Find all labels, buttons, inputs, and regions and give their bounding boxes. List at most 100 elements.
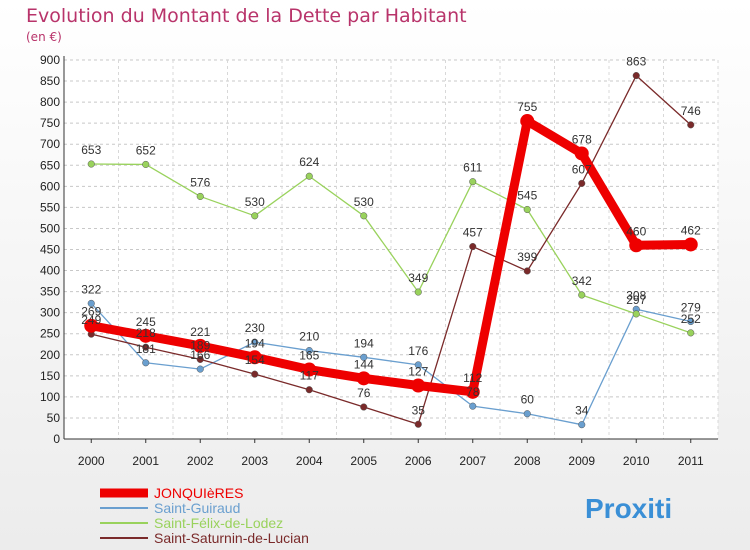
data-point-0: [356, 371, 371, 386]
data-label-0: 127: [408, 365, 428, 379]
data-label-1: 176: [408, 344, 428, 358]
data-point-3: [196, 355, 204, 363]
data-point-3: [414, 420, 422, 428]
data-point-1: [360, 353, 368, 361]
y-tick-label: 550: [40, 200, 60, 214]
data-point-1: [687, 317, 695, 326]
data-point-0: [193, 338, 208, 353]
data-label-3: 249: [81, 313, 101, 327]
x-tick-label: 2006: [405, 454, 432, 468]
data-label-0: 144: [354, 357, 374, 371]
data-label-1: 279: [681, 301, 701, 315]
y-tick-label: 250: [40, 327, 60, 341]
legend-label-1: Saint-Guiraud: [154, 500, 240, 516]
x-tick-label: 2008: [514, 454, 541, 468]
chart-title: Evolution du Montant de la Dette par Hab…: [26, 5, 467, 27]
y-tick-label: 300: [40, 306, 60, 320]
data-label-0: 165: [299, 349, 319, 363]
data-label-1: 210: [299, 330, 319, 344]
x-tick-label: 2002: [187, 454, 214, 468]
data-point-2: [360, 212, 368, 220]
data-point-2: [632, 310, 640, 318]
data-point-3: [251, 370, 259, 378]
data-point-2: [196, 192, 204, 200]
legend-label-2: Saint-Félix-de-Lodez: [154, 515, 283, 531]
data-point-2: [687, 329, 695, 337]
y-tick-label: 100: [40, 390, 60, 404]
proxiti-logo: Proxiti: [585, 493, 672, 524]
data-label-2: 545: [517, 188, 537, 202]
y-tick-label: 0: [53, 432, 60, 446]
data-point-1: [469, 402, 477, 410]
data-point-3: [632, 72, 640, 80]
data-point-2: [142, 160, 150, 168]
y-tick-label: 500: [40, 221, 60, 235]
data-point-1: [523, 410, 531, 418]
data-label-1: 78: [466, 385, 480, 399]
series-line-0: [90, 116, 691, 397]
series-line-1: [90, 302, 691, 426]
y-tick-label: 800: [40, 95, 60, 109]
data-point-0: [520, 114, 535, 129]
legend-label-0: JONQUIèRES: [154, 485, 243, 501]
data-label-2: 349: [408, 271, 428, 285]
data-point-0: [247, 350, 262, 365]
data-label-3: 117: [300, 369, 319, 383]
y-tick-label: 400: [40, 264, 60, 278]
data-label-0: 462: [681, 223, 701, 237]
x-tick-label: 2010: [623, 454, 650, 468]
data-point-3: [523, 267, 531, 275]
chart-subtitle: (en €): [26, 30, 62, 44]
data-label-1: 166: [190, 348, 210, 362]
data-point-2: [251, 212, 259, 220]
x-tick-label: 2000: [78, 454, 105, 468]
y-tick-label: 650: [40, 158, 60, 172]
data-label-2: 530: [245, 195, 265, 209]
x-tick-label: 2011: [678, 454, 704, 468]
data-label-3: 218: [136, 326, 156, 340]
y-tick-label: 900: [40, 53, 60, 67]
data-label-3: 189: [190, 338, 210, 352]
data-point-2: [469, 178, 477, 186]
legend-label-3: Saint-Saturnin-de-Lucian: [154, 530, 309, 546]
data-label-2: 611: [463, 161, 482, 175]
data-label-3: 863: [626, 55, 646, 69]
data-point-1: [87, 299, 95, 307]
data-label-2: 652: [136, 143, 156, 157]
data-point-0: [84, 318, 99, 333]
data-label-0: 245: [136, 315, 156, 329]
data-label-1: 230: [245, 321, 265, 335]
data-point-3: [142, 343, 150, 351]
data-label-2: 624: [299, 155, 319, 169]
data-point-3: [687, 121, 695, 129]
data-point-1: [305, 347, 313, 355]
x-tick-label: 2001: [132, 454, 159, 468]
data-point-3: [469, 243, 477, 251]
data-point-1: [414, 361, 422, 369]
data-label-1: 60: [521, 393, 535, 407]
data-label-2: 252: [681, 312, 701, 326]
y-tick-label: 200: [40, 348, 60, 362]
data-point-2: [578, 291, 586, 299]
data-point-2: [414, 288, 422, 296]
y-tick-label: 850: [40, 74, 60, 88]
data-point-1: [251, 338, 259, 346]
data-label-3: 399: [517, 250, 537, 264]
data-point-3: [305, 386, 313, 394]
data-label-2: 576: [190, 175, 210, 189]
data-point-0: [411, 378, 426, 393]
data-label-2: 530: [354, 195, 374, 209]
data-label-0: 221: [190, 325, 210, 339]
data-label-0: 269: [81, 305, 101, 319]
x-tick-label: 2005: [350, 454, 377, 468]
data-point-0: [574, 146, 589, 161]
data-label-0: 194: [245, 336, 265, 350]
data-point-0: [683, 237, 698, 252]
data-label-3: 607: [572, 162, 592, 176]
data-label-0: 755: [517, 100, 537, 114]
data-point-3: [578, 179, 586, 187]
data-label-0: 112: [463, 371, 482, 385]
y-tick-label: 600: [40, 179, 60, 193]
